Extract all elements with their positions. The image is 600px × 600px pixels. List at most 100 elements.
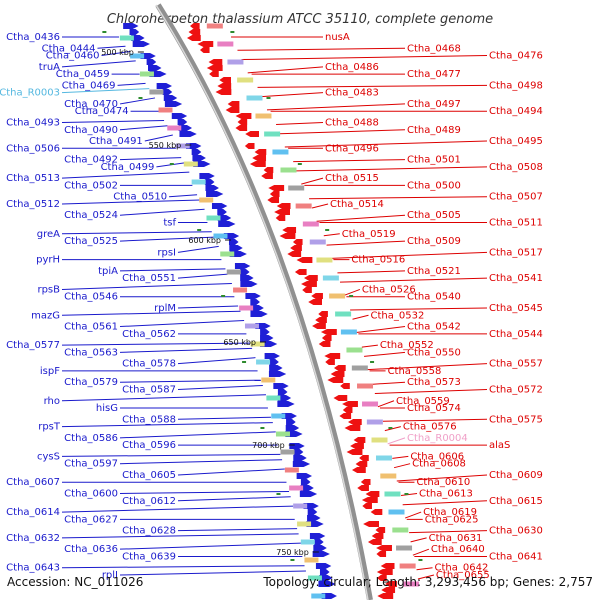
gene-label-ctha-0490: Ctha_0490 <box>64 125 118 136</box>
gene-label-ctha-0505: Ctha_0505 <box>407 210 461 221</box>
gene-label-ctha-0497: Ctha_0497 <box>407 99 461 110</box>
gene-label-ctha-0627: Ctha_0627 <box>64 514 118 525</box>
gene-label-ctha-0619: Ctha_0619 <box>423 507 477 518</box>
gene-label-ctha-0470: Ctha_0470 <box>64 99 118 110</box>
gene-label-rpli: rplI <box>102 570 118 581</box>
gene-label-ctha-0459: Ctha_0459 <box>56 69 110 80</box>
gene-label-ctha-0586: Ctha_0586 <box>64 433 118 444</box>
gene-label-ctha-0613: Ctha_0613 <box>419 489 473 500</box>
gene-label-ctha-0492: Ctha_0492 <box>64 155 118 166</box>
gene-feature-glyphs <box>102 23 423 599</box>
gene-label-ctha-0491: Ctha_0491 <box>89 136 143 147</box>
tick-label-3: 600 kbp <box>188 236 221 245</box>
gene-label-ctha-0509: Ctha_0509 <box>407 236 461 247</box>
gene-label-ctha-0612: Ctha_0612 <box>122 496 176 507</box>
gene-label-ctha-0573: Ctha_0573 <box>407 377 461 388</box>
gene-label-rho: rho <box>44 396 60 407</box>
gene-label-ctha-0476: Ctha_0476 <box>489 51 543 62</box>
map-title: Chloroherpeton thalassium ATCC 35110, co… <box>107 12 493 27</box>
gene-label-ctha-0517: Ctha_0517 <box>489 247 543 258</box>
gene-label-ctha-r0004: Ctha_R0004 <box>407 433 468 444</box>
gene-label-ctha-0576: Ctha_0576 <box>403 422 457 433</box>
gene-label-ctha-0575: Ctha_0575 <box>489 414 543 425</box>
gene-label-ispf: ispF <box>40 366 60 377</box>
gene-label-ctha-0609: Ctha_0609 <box>489 470 543 481</box>
backbone-highlight <box>155 4 369 600</box>
gene-label-ctha-0572: Ctha_0572 <box>489 384 543 395</box>
gene-label-ctha-0511: Ctha_0511 <box>489 218 543 229</box>
gene-label-ctha-0614: Ctha_0614 <box>6 507 60 518</box>
gene-label-ctha-0641: Ctha_0641 <box>489 551 543 562</box>
gene-label-grea: greA <box>37 229 60 240</box>
gene-label-ctha-0551: Ctha_0551 <box>122 273 176 284</box>
gene-label-ctha-0436: Ctha_0436 <box>6 32 60 43</box>
gene-label-ctha-0532: Ctha_0532 <box>370 310 424 321</box>
gene-label-ctha-0587: Ctha_0587 <box>122 384 176 395</box>
gene-label-ctha-0550: Ctha_0550 <box>407 347 461 358</box>
gene-label-ctha-0577: Ctha_0577 <box>6 340 60 351</box>
gene-label-ctha-0640: Ctha_0640 <box>431 544 485 555</box>
gene-label-ctha-0596: Ctha_0596 <box>122 440 176 451</box>
gene-label-ctha-0513: Ctha_0513 <box>6 173 60 184</box>
gene-label-ctha-0579: Ctha_0579 <box>64 377 118 388</box>
gene-label-ctha-0496: Ctha_0496 <box>325 143 379 154</box>
gene-label-ctha-0507: Ctha_0507 <box>489 192 543 203</box>
gene-label-ctha-0542: Ctha_0542 <box>407 322 461 333</box>
gene-label-ctha-0557: Ctha_0557 <box>489 359 543 370</box>
gene-label-rplm: rplM <box>154 303 176 314</box>
gene-label-ctha-0643: Ctha_0643 <box>6 563 60 574</box>
gene-label-ctha-0559: Ctha_0559 <box>396 396 450 407</box>
genome-summary-text: Topology: circular; Length: 3,293,456 bp… <box>262 575 593 589</box>
gene-label-ctha-0495: Ctha_0495 <box>489 136 543 147</box>
gene-label-ctha-0563: Ctha_0563 <box>64 347 118 358</box>
gene-label-ctha-0608: Ctha_0608 <box>412 459 466 470</box>
gene-label-ctha-0519: Ctha_0519 <box>342 229 396 240</box>
gene-labels: Ctha_0436Ctha_0444Ctha_0460truACtha_0459… <box>0 32 543 581</box>
gene-label-ctha-0510: Ctha_0510 <box>113 192 167 203</box>
tick-label-6: 750 kbp <box>276 548 309 557</box>
gene-label-tsf: tsf <box>163 218 176 229</box>
gene-label-ctha-0499: Ctha_0499 <box>101 162 155 173</box>
tick-label-1: 500 kbp <box>101 48 134 57</box>
gene-label-ctha-0474: Ctha_0474 <box>75 106 129 117</box>
gene-label-ctha-0469: Ctha_0469 <box>62 80 116 91</box>
gene-label-ctha-0606: Ctha_0606 <box>410 451 464 462</box>
gene-label-ctha-0636: Ctha_0636 <box>64 544 118 555</box>
gene-label-trua: truA <box>39 62 60 73</box>
gene-label-ctha-0578: Ctha_0578 <box>122 359 176 370</box>
gene-label-ctha-0545: Ctha_0545 <box>489 303 543 314</box>
gene-label-ctha-0526: Ctha_0526 <box>362 284 416 295</box>
gene-label-ctha-0600: Ctha_0600 <box>64 489 118 500</box>
gene-label-rpst: rpsT <box>38 422 61 433</box>
gene-label-ctha-0540: Ctha_0540 <box>407 292 461 303</box>
gene-label-ctha-0516: Ctha_0516 <box>351 255 405 266</box>
gene-label-ctha-0607: Ctha_0607 <box>6 477 60 488</box>
gene-label-tpia: tpiA <box>98 266 118 277</box>
gene-label-ctha-0630: Ctha_0630 <box>489 526 543 537</box>
gene-label-ctha-0610: Ctha_0610 <box>416 477 470 488</box>
gene-label-ctha-0525: Ctha_0525 <box>64 236 118 247</box>
tick-label-2: 550 kbp <box>149 141 182 150</box>
gene-label-cyss: cysS <box>37 451 60 462</box>
gene-label-ctha-0486: Ctha_0486 <box>325 62 379 73</box>
gene-label-ctha-0558: Ctha_0558 <box>388 366 442 377</box>
label-connector-lines <box>61 36 488 580</box>
gene-label-ctha-0514: Ctha_0514 <box>330 199 384 210</box>
gene-label-ctha-0552: Ctha_0552 <box>380 340 434 351</box>
gene-label-ctha-0444: Ctha_0444 <box>42 43 96 54</box>
gene-label-pyrh: pyrH <box>36 255 60 266</box>
gene-label-ctha-0605: Ctha_0605 <box>122 470 176 481</box>
gene-label-alas: alaS <box>489 440 510 451</box>
gene-label-ctha-0642: Ctha_0642 <box>435 563 489 574</box>
gene-label-ctha-0615: Ctha_0615 <box>489 496 543 507</box>
gene-label-ctha-0588: Ctha_0588 <box>122 414 176 425</box>
gene-label-rpsi: rpsI <box>157 247 176 258</box>
gene-label-ctha-0655: Ctha_0655 <box>436 570 490 581</box>
gene-label-ctha-0515: Ctha_0515 <box>325 173 379 184</box>
gene-label-rpsb: rpsB <box>37 284 60 295</box>
gene-label-ctha-0460: Ctha_0460 <box>46 51 100 62</box>
tick-label-5: 700 kbp <box>252 441 285 450</box>
gene-label-ctha-0544: Ctha_0544 <box>489 329 543 340</box>
accession-text: Accession: NC_011026 <box>7 575 143 589</box>
